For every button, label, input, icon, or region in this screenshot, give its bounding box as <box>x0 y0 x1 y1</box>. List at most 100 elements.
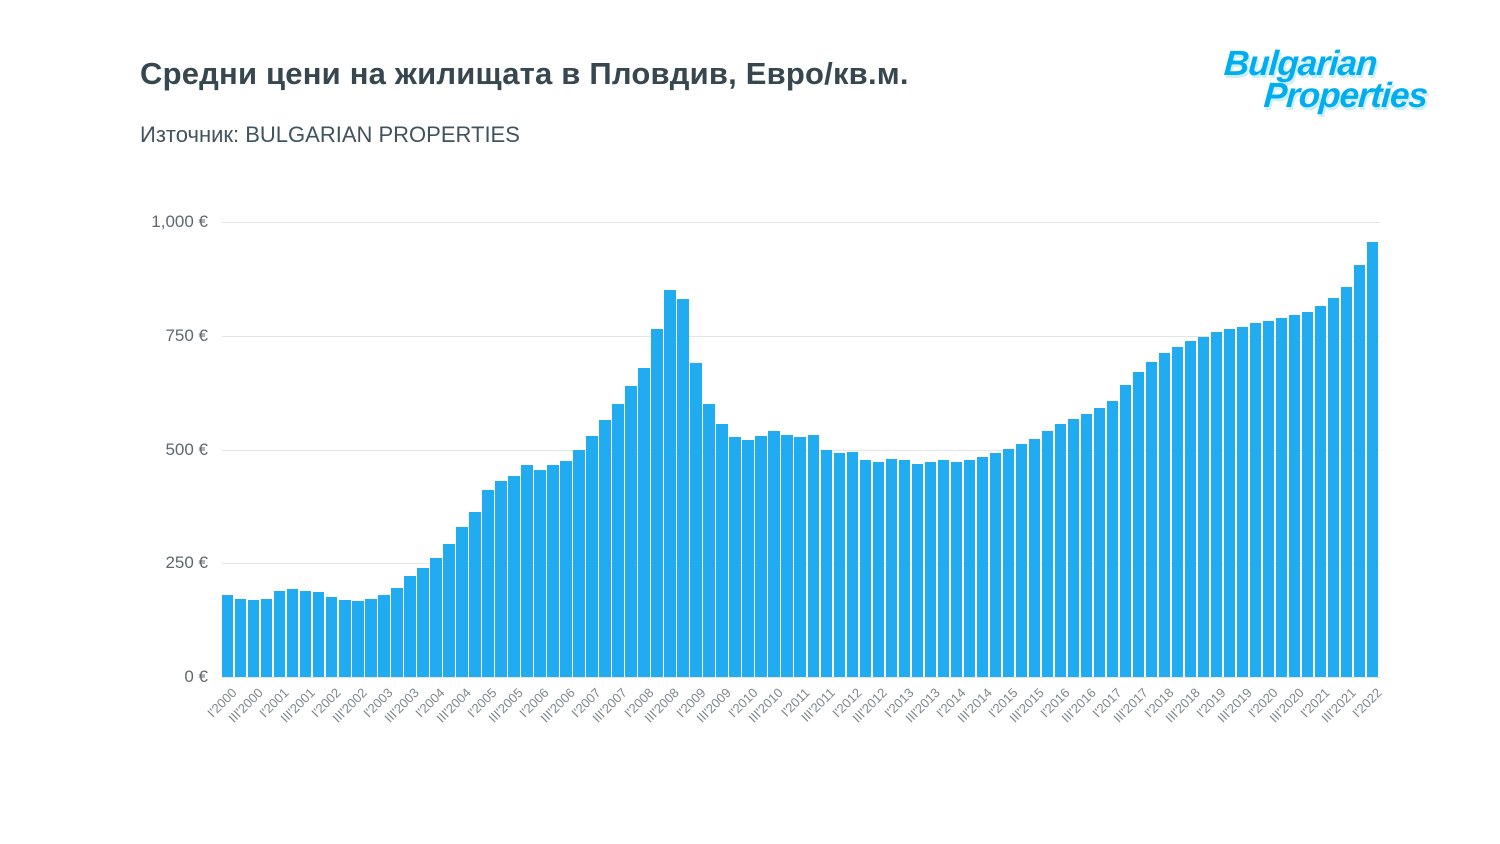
bar <box>1353 265 1366 677</box>
bar <box>1366 242 1379 677</box>
bar <box>1054 424 1067 677</box>
bar <box>521 465 533 677</box>
bar <box>833 453 845 677</box>
gridline <box>222 677 1380 678</box>
bar <box>885 458 897 677</box>
bar <box>326 596 338 677</box>
bar <box>1275 318 1288 677</box>
bar <box>742 440 754 677</box>
bar <box>898 460 910 677</box>
bar <box>508 475 520 677</box>
bar <box>781 434 793 677</box>
bar <box>846 451 858 677</box>
y-axis-label: 0 € <box>184 667 208 686</box>
bar <box>313 592 325 677</box>
bar <box>716 424 728 677</box>
bar <box>755 435 767 677</box>
bar <box>417 567 429 677</box>
bar <box>261 598 273 677</box>
bar <box>469 512 481 677</box>
bar <box>1119 384 1132 677</box>
bar <box>300 591 312 677</box>
bar <box>352 600 364 677</box>
bar-chart: 0 €250 €500 €750 €1,000 € I'2000 III'2000 I… <box>151 212 1384 725</box>
y-axis-label: 1,000 € <box>151 212 208 231</box>
bar <box>1288 315 1301 677</box>
logo-line2: Properties <box>1262 76 1429 116</box>
bar <box>664 290 676 677</box>
bar <box>625 385 637 677</box>
bar <box>989 453 1002 677</box>
bar <box>1327 298 1340 677</box>
bar <box>1106 401 1119 677</box>
bar <box>560 460 572 677</box>
bar <box>1197 336 1210 677</box>
chart-source: Източник: BULGARIAN PROPERTIES <box>140 122 520 147</box>
bar <box>690 363 702 677</box>
bar <box>235 598 247 677</box>
bar <box>1002 448 1015 677</box>
bar <box>1067 419 1080 677</box>
bar <box>222 595 234 677</box>
bar <box>963 459 976 677</box>
bar <box>534 469 546 677</box>
bar <box>287 589 299 677</box>
bar <box>1080 414 1093 677</box>
bar <box>443 544 455 677</box>
bar <box>937 460 950 677</box>
bar <box>547 465 559 677</box>
bar <box>495 481 507 677</box>
bar <box>729 436 741 677</box>
bar <box>1145 362 1158 677</box>
y-axis-label: 750 € <box>165 325 208 345</box>
bulgarian-properties-logo: Bulgarian Properties <box>1221 44 1431 116</box>
bar <box>911 464 923 677</box>
x-axis-label: I'2022 <box>1349 685 1385 721</box>
bar <box>638 367 650 677</box>
bar <box>1132 372 1145 677</box>
bar <box>859 459 871 677</box>
bar <box>391 587 403 677</box>
bar <box>365 598 377 677</box>
bar <box>703 404 715 677</box>
bar <box>872 462 884 677</box>
bar <box>950 462 963 677</box>
bar <box>820 450 832 677</box>
y-axis-label: 250 € <box>165 553 208 573</box>
bar <box>1262 321 1275 677</box>
bar <box>573 449 585 677</box>
page-title: Средни цени на жилищата в Пловдив, Евро/… <box>140 56 909 91</box>
bar <box>677 299 689 677</box>
bar <box>1301 312 1314 677</box>
bar <box>404 576 416 677</box>
bar <box>1184 341 1197 677</box>
bar <box>1314 306 1327 677</box>
bar <box>768 431 780 677</box>
bar <box>807 434 819 677</box>
bar <box>976 456 989 677</box>
bar <box>924 462 936 677</box>
bar <box>794 436 806 677</box>
gridline <box>222 222 1380 223</box>
bar <box>430 557 442 677</box>
bar <box>274 590 286 677</box>
bar <box>1158 353 1171 677</box>
bar <box>1236 326 1249 677</box>
bar <box>339 599 351 677</box>
bar <box>1223 329 1236 677</box>
y-axis-label: 500 € <box>165 439 208 459</box>
bar <box>1041 431 1054 677</box>
bar <box>1171 346 1184 677</box>
bar <box>586 435 598 677</box>
bar <box>651 328 663 677</box>
bar <box>1015 444 1028 677</box>
bar <box>1210 332 1223 677</box>
bar <box>482 489 494 677</box>
bar <box>248 599 260 677</box>
bar <box>1028 438 1041 677</box>
bar <box>1093 407 1106 677</box>
bar <box>456 526 468 677</box>
gridline <box>222 335 1380 337</box>
bar <box>599 419 611 677</box>
